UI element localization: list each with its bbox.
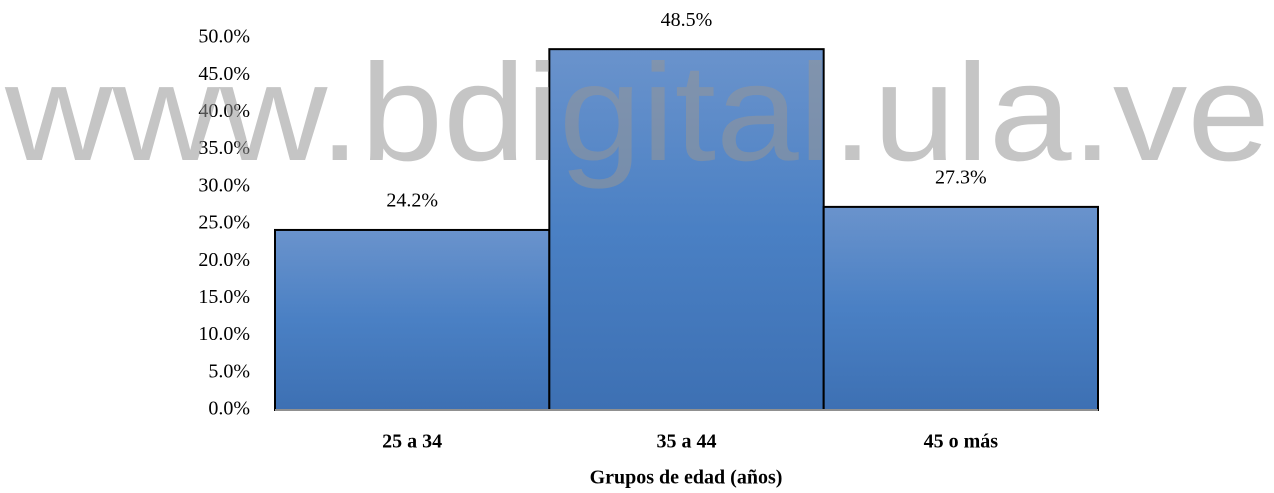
- bar: [822, 205, 1100, 411]
- value-label: 24.2%: [386, 190, 438, 212]
- y-tick-label: 15.0%: [198, 286, 250, 308]
- value-label: 27.3%: [935, 166, 987, 188]
- y-tick-label: 45.0%: [198, 63, 250, 85]
- y-tick-label: 50.0%: [198, 26, 250, 48]
- y-tick-label: 35.0%: [198, 137, 250, 159]
- x-tick-label: 45 o más: [924, 431, 999, 453]
- watermark: www.bdigital.ula.ve: [4, 36, 1270, 190]
- y-tick-label: 25.0%: [198, 212, 250, 234]
- y-tick-label: 5.0%: [208, 360, 250, 382]
- x-tick-label: 35 a 44: [657, 431, 717, 453]
- y-tick-label: 40.0%: [198, 100, 250, 122]
- bar: [548, 48, 825, 411]
- bar: [274, 228, 551, 411]
- y-tick-label: 0.0%: [208, 398, 250, 420]
- y-tick-label: 30.0%: [198, 174, 250, 196]
- y-tick-label: 10.0%: [198, 323, 250, 345]
- value-label: 48.5%: [661, 9, 713, 31]
- x-tick-label: 25 a 34: [382, 431, 442, 453]
- x-axis-title: Grupos de edad (años): [590, 467, 783, 489]
- plot-area: 0.0% 5.0% 10.0% 15.0% 20.0% 25.0% 30.0% 35.0% 40…: [198, 9, 1100, 453]
- y-tick-label: 20.0%: [198, 249, 250, 271]
